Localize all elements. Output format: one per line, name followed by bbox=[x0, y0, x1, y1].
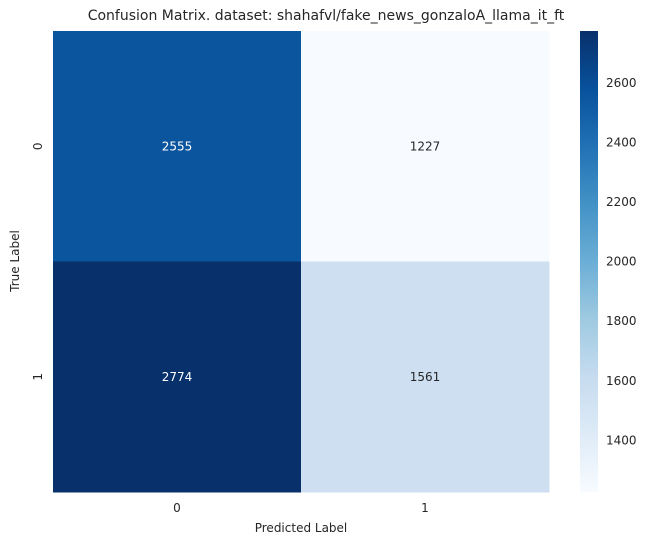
heatmap-cell-r1-c1 bbox=[301, 261, 550, 493]
y-axis-label: True Label bbox=[8, 230, 22, 293]
cell-value-r1-c1: 1561 bbox=[410, 370, 441, 384]
colorbar-tick-label-2: 1800 bbox=[606, 314, 637, 328]
cell-value-r1-c0: 2774 bbox=[162, 370, 193, 384]
colorbar bbox=[580, 31, 598, 492]
colorbar-tick-label-6: 2600 bbox=[606, 76, 637, 90]
colorbar-tick-label-1: 1600 bbox=[606, 374, 637, 388]
x-axis-label: Predicted Label bbox=[255, 521, 348, 535]
colorbar-tick-label-0: 1400 bbox=[606, 433, 637, 447]
x-tick-label-1: 1 bbox=[421, 501, 429, 515]
colorbar-tick-label-5: 2400 bbox=[606, 135, 637, 149]
x-tick-label-0: 0 bbox=[173, 501, 181, 515]
y-axis-ticks: 01 bbox=[31, 142, 45, 380]
heatmap-cell-r0-c0 bbox=[53, 31, 302, 262]
heatmap-cell-labels: 2555 1227 2774 1561 bbox=[162, 139, 441, 384]
chart-title: Confusion Matrix. dataset: shahafvl/fake… bbox=[88, 8, 565, 24]
cell-value-r0-c0: 2555 bbox=[162, 139, 193, 153]
colorbar-tick-label-3: 2000 bbox=[606, 255, 637, 269]
colorbar-ticks: 1400 1600 1800 2000 2200 2400 2600 bbox=[606, 76, 637, 448]
heatmap-cell-r0-c1 bbox=[301, 31, 550, 262]
heatmap-cell-r1-c0 bbox=[53, 261, 302, 493]
colorbar-tick-label-4: 2200 bbox=[606, 195, 637, 209]
y-tick-label-0: 0 bbox=[31, 142, 45, 150]
cell-value-r0-c1: 1227 bbox=[410, 139, 441, 153]
y-tick-label-1: 1 bbox=[31, 373, 45, 381]
heatmap-cells bbox=[53, 31, 550, 493]
